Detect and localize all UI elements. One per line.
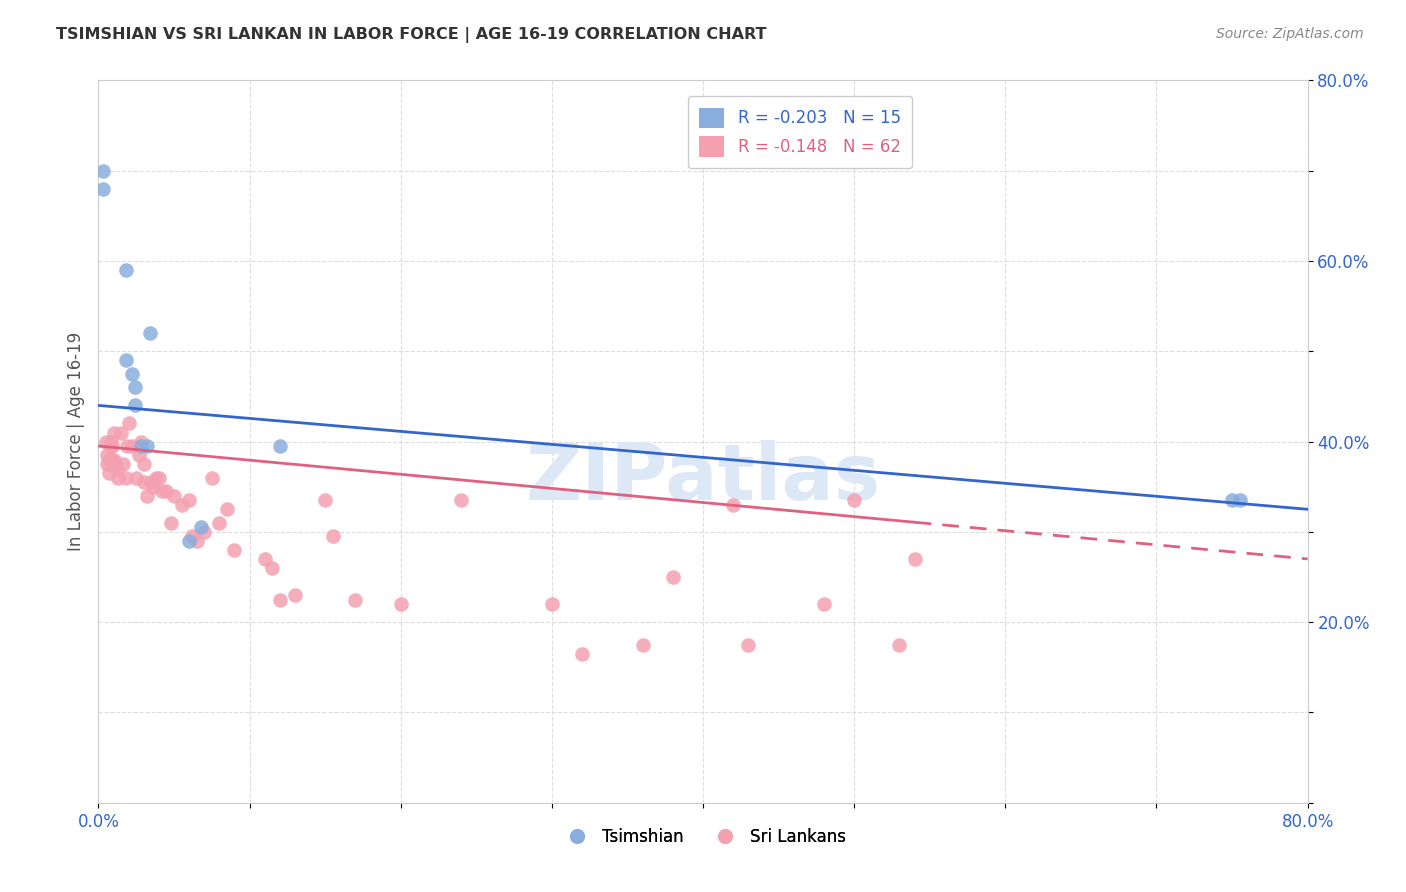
Point: [132, 475, 155, 490]
Point: [111, 457, 134, 471]
Point: [181, 529, 204, 543]
Point: [100, 434, 122, 449]
Point: [201, 471, 224, 485]
Point: [114, 353, 136, 368]
Point: [125, 471, 148, 485]
Point: [135, 489, 157, 503]
Point: [118, 417, 141, 431]
Point: [129, 434, 152, 449]
Point: [631, 638, 654, 652]
Point: [284, 588, 307, 602]
Point: [737, 638, 759, 652]
Point: [163, 489, 186, 503]
Point: [314, 493, 336, 508]
Y-axis label: In Labor Force | Age 16-19: In Labor Force | Age 16-19: [66, 332, 84, 551]
Point: [170, 498, 193, 512]
Point: [155, 484, 177, 499]
Point: [344, 592, 367, 607]
Point: [103, 425, 125, 440]
Point: [813, 597, 835, 611]
Point: [101, 439, 124, 453]
Point: [129, 439, 152, 453]
Point: [91, 163, 114, 178]
Point: [1220, 493, 1243, 508]
Point: [141, 475, 163, 490]
Point: [121, 367, 143, 381]
Point: [139, 326, 162, 340]
Point: [450, 493, 472, 508]
Point: [103, 452, 125, 467]
Point: [1229, 493, 1251, 508]
Point: [269, 592, 291, 607]
Point: [145, 471, 167, 485]
Point: [91, 182, 114, 196]
Point: [142, 480, 165, 494]
Point: [322, 529, 344, 543]
Point: [96, 457, 118, 471]
Point: [889, 638, 911, 652]
Text: ZIPatlas: ZIPatlas: [526, 440, 880, 516]
Point: [179, 493, 201, 508]
Point: [661, 570, 683, 584]
Point: [269, 439, 291, 453]
Point: [100, 439, 122, 453]
Point: [179, 533, 201, 548]
Point: [115, 439, 138, 453]
Point: [186, 533, 208, 548]
Point: [114, 263, 136, 277]
Point: [104, 457, 127, 471]
Point: [98, 452, 121, 467]
Text: TSIMSHIAN VS SRI LANKAN IN LABOR FORCE | AGE 16-19 CORRELATION CHART: TSIMSHIAN VS SRI LANKAN IN LABOR FORCE |…: [56, 27, 766, 43]
Point: [105, 461, 128, 475]
Point: [224, 542, 246, 557]
Point: [128, 448, 150, 462]
Point: [262, 561, 284, 575]
Point: [150, 484, 173, 499]
Point: [723, 498, 745, 512]
Point: [110, 425, 132, 440]
Point: [571, 647, 593, 661]
Point: [540, 597, 562, 611]
Point: [98, 466, 121, 480]
Point: [253, 552, 276, 566]
Point: [148, 471, 170, 485]
Legend: Tsimshian, Sri Lankans: Tsimshian, Sri Lankans: [554, 821, 852, 852]
Point: [208, 516, 231, 530]
Point: [121, 439, 143, 453]
Point: [215, 502, 238, 516]
Point: [904, 552, 927, 566]
Point: [135, 439, 157, 453]
Point: [101, 452, 124, 467]
Point: [193, 524, 215, 539]
Point: [124, 380, 146, 394]
Point: [114, 471, 136, 485]
Point: [190, 520, 212, 534]
Point: [94, 434, 117, 449]
Point: [124, 398, 146, 412]
Point: [132, 457, 155, 471]
Point: [160, 516, 183, 530]
Point: [107, 471, 129, 485]
Point: [844, 493, 866, 508]
Point: [96, 448, 118, 462]
Text: Source: ZipAtlas.com: Source: ZipAtlas.com: [1216, 27, 1364, 41]
Point: [389, 597, 412, 611]
